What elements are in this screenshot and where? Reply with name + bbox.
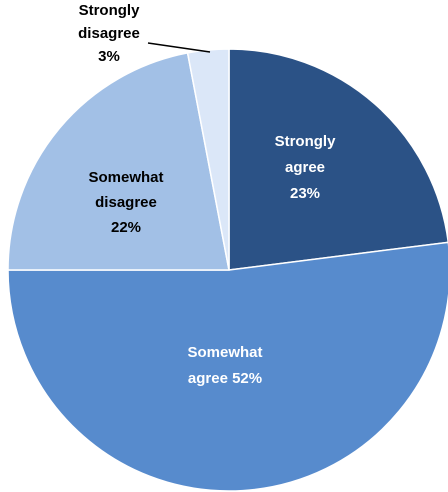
pie-slice-1 bbox=[7, 241, 448, 492]
pie-slice-3 bbox=[186, 48, 230, 271]
pie-label-2-line-1: disagree bbox=[95, 194, 157, 211]
pie-label-3-line-0: Strongly bbox=[79, 2, 140, 19]
pie-slice-2 bbox=[7, 52, 230, 271]
pie-label-0-line-1: agree bbox=[285, 159, 325, 176]
pie-label-1-line-0: Somewhat bbox=[187, 344, 262, 361]
pie-slice-0 bbox=[228, 48, 448, 271]
pie-label-2: Somewhat disagree 22% bbox=[88, 169, 163, 236]
pie-label-1-line-1: agree 52% bbox=[188, 370, 262, 387]
pie-label-1: Somewhat agree 52% bbox=[187, 344, 262, 387]
pie-label-0-line-2: 23% bbox=[290, 185, 320, 202]
pie-label-2-line-0: Somewhat bbox=[88, 169, 163, 186]
pie-label-3-line-2: 3% bbox=[98, 48, 120, 65]
pie-slices bbox=[7, 48, 448, 492]
pie-label-3: Strongly disagree 3% bbox=[78, 2, 140, 65]
pie-label-2-line-2: 22% bbox=[111, 219, 141, 236]
pie-label-0: Strongly agree 23% bbox=[275, 133, 336, 202]
pie-label-3-line-1: disagree bbox=[78, 25, 140, 42]
pie-labels: Strongly agree 23%Somewhat agree 52%Somewha… bbox=[78, 2, 336, 387]
pie-label-0-line-0: Strongly bbox=[275, 133, 336, 150]
strongly-disagree-leader-line bbox=[147, 42, 211, 53]
